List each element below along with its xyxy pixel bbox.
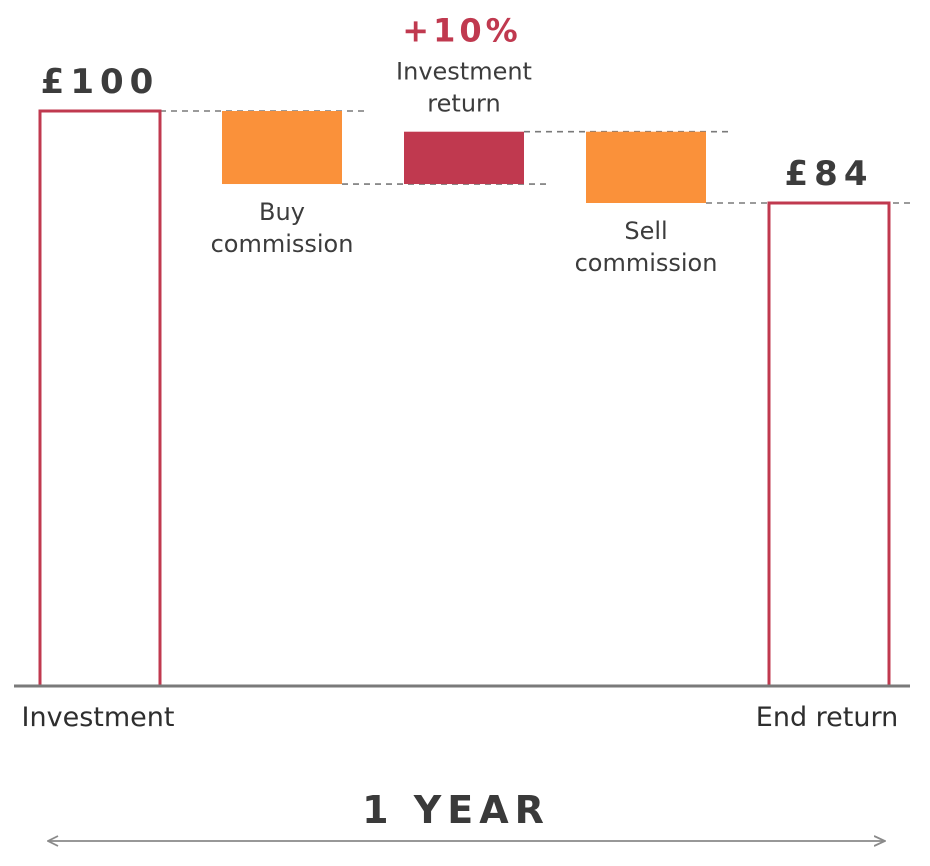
bar-investment — [38, 109, 162, 688]
bar-buy — [222, 111, 342, 185]
step-label-sell-line-2: commission — [575, 249, 718, 277]
value-label-investment: £100 — [41, 62, 160, 102]
period-indicator: 1 YEAR — [48, 788, 885, 841]
bars-layer — [38, 109, 891, 688]
period-label: 1 YEAR — [362, 788, 550, 832]
value-label-end: £84 — [785, 154, 874, 194]
labels-layer: £100 Investment Buy commission Investment ret… — [22, 12, 899, 733]
step-label-return-line-1: Investment — [396, 58, 532, 86]
category-label-investment: Investment — [22, 702, 175, 733]
pct-label-return: +10% — [402, 12, 521, 50]
bar-end — [767, 201, 891, 688]
step-label-return-line-2: return — [427, 90, 500, 118]
step-label-buy-line-2: commission — [211, 230, 354, 258]
step-label-buy-line-1: Buy — [259, 198, 305, 226]
category-label-end: End return — [756, 702, 898, 733]
step-label-sell-line-1: Sell — [624, 217, 667, 245]
bar-return — [404, 131, 524, 185]
bar-sell — [586, 131, 706, 203]
